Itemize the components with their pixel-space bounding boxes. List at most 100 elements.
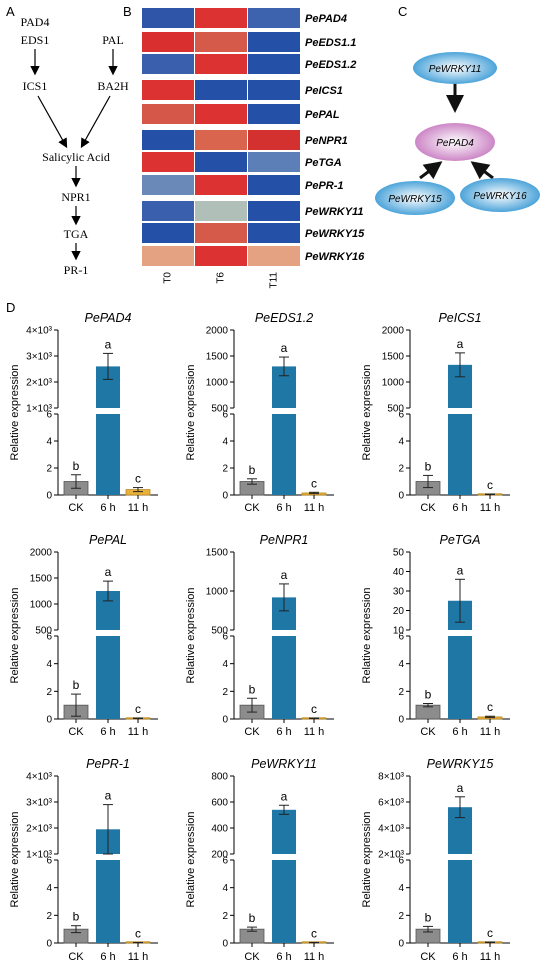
x-tick-label: CK xyxy=(68,726,84,738)
y-tick-label: 0 xyxy=(222,715,228,726)
x-tick-label: 11 h xyxy=(128,502,149,514)
heatmap-cell xyxy=(142,32,194,52)
y-tick-label: 2 xyxy=(398,687,404,698)
y-tick-label: 0 xyxy=(398,939,404,950)
y-tick-label: 2000 xyxy=(206,326,229,337)
y-tick-label: 2 xyxy=(222,687,228,698)
significance-letter: c xyxy=(311,476,317,490)
significance-letter: b xyxy=(249,682,256,696)
significance-letter: c xyxy=(135,926,141,940)
y-tick-label: 2 xyxy=(398,464,404,475)
y-tick-label: 20 xyxy=(393,606,405,617)
heatmap-row-label: PeTGA xyxy=(305,157,342,169)
y-tick-label: 1500 xyxy=(382,352,405,363)
y-tick-label: 50 xyxy=(393,548,405,559)
panel-letter-c: C xyxy=(398,4,407,19)
chart: PeWRKY1502462×10³4×10³6×10³8×10³Relative… xyxy=(361,757,510,963)
pathway-arrow-ba2h xyxy=(82,96,110,146)
x-tick-label: CK xyxy=(420,726,436,738)
pathway-pr1: PR-1 xyxy=(64,263,89,277)
y-tick-label: 0 xyxy=(46,939,52,950)
x-tick-label: 6 h xyxy=(452,502,467,514)
y-tick-label: 2000 xyxy=(382,326,405,337)
y-tick-label: 2 xyxy=(46,464,52,475)
chart: PeWRKY110246200400600800Relative express… xyxy=(185,757,334,963)
heatmap-cell xyxy=(195,104,247,124)
x-tick-label: 11 h xyxy=(304,502,325,514)
chart-title: PePR-1 xyxy=(86,757,130,771)
x-tick-label: CK xyxy=(244,502,260,514)
heatmap-cell xyxy=(248,175,300,195)
y-tick-label: 1000 xyxy=(382,378,405,389)
panel-letter-b: B xyxy=(123,4,132,19)
heatmap-row-label: PeNPR1 xyxy=(305,135,348,147)
heatmap-cell xyxy=(142,54,194,74)
significance-letter: a xyxy=(105,789,112,803)
y-tick-label: 500 xyxy=(35,626,52,637)
heatmap-cell xyxy=(248,80,300,100)
bar xyxy=(272,860,296,943)
heatmap-cell xyxy=(142,104,194,124)
y-axis-label: Relative expression xyxy=(361,812,373,908)
node-pad4-label: PePAD4 xyxy=(436,138,474,149)
x-tick-label: 11 h xyxy=(480,502,501,514)
y-tick-label: 1000 xyxy=(30,600,53,611)
significance-letter: a xyxy=(281,789,288,803)
x-tick-label: 11 h xyxy=(128,726,149,738)
heatmap-cell xyxy=(248,246,300,266)
y-tick-label: 1×10³ xyxy=(26,850,53,861)
heatmap-row-label: PePAD4 xyxy=(305,13,347,25)
heatmap-cell xyxy=(195,223,247,243)
pathway-diagram: PAD4 EDS1 PAL ICS1 BA2H Salicylic Acid N… xyxy=(21,15,129,277)
significance-letter: c xyxy=(135,472,141,486)
heatmap-cell xyxy=(248,104,300,124)
significance-letter: b xyxy=(73,459,80,473)
y-tick-label: 2 xyxy=(46,687,52,698)
network-arrow-left xyxy=(420,163,440,178)
significance-letter: a xyxy=(281,568,288,582)
heatmap-cell xyxy=(248,54,300,74)
chart-title: PeTGA xyxy=(440,533,481,547)
y-tick-label: 4 xyxy=(398,437,404,448)
heatmap-row-label: PeWRKY15 xyxy=(305,228,365,240)
heatmap-cell xyxy=(195,130,247,150)
y-tick-label: 4×10³ xyxy=(378,824,405,835)
significance-letter: b xyxy=(249,911,256,925)
heatmap-cell xyxy=(142,130,194,150)
significance-letter: b xyxy=(73,910,80,924)
y-tick-label: 2×10³ xyxy=(26,824,53,835)
y-tick-label: 2000 xyxy=(30,548,53,559)
chart-title: PeICS1 xyxy=(438,311,481,325)
heatmap-cell xyxy=(142,223,194,243)
heatmap-cell xyxy=(142,8,194,28)
heatmap-row-label: PeEDS1.1 xyxy=(305,37,356,49)
heatmap-row-label: PePAL xyxy=(305,109,340,121)
pathway-npr1: NPR1 xyxy=(61,190,90,204)
bar xyxy=(448,414,472,495)
x-tick-label: 6 h xyxy=(100,726,115,738)
x-tick-label: 11 h xyxy=(480,726,501,738)
chart-title: PeWRKY11 xyxy=(251,757,317,771)
x-tick-label: 6 h xyxy=(452,726,467,738)
heatmap-row-label: PeICS1 xyxy=(305,85,343,97)
x-tick-label: 6 h xyxy=(276,726,291,738)
y-axis-label: Relative expression xyxy=(9,588,21,684)
node-wrky11-label: PeWRKY11 xyxy=(429,64,482,75)
y-tick-label: 4 xyxy=(46,659,52,670)
heatmap-cell xyxy=(142,80,194,100)
significance-letter: b xyxy=(73,678,80,692)
y-tick-label: 4 xyxy=(46,437,52,448)
y-tick-label: 1500 xyxy=(30,574,53,585)
y-axis-label: Relative expression xyxy=(185,812,197,908)
y-tick-label: 0 xyxy=(222,939,228,950)
x-tick-label: 11 h xyxy=(304,951,325,963)
y-axis-label: Relative expression xyxy=(361,588,373,684)
y-tick-label: 30 xyxy=(393,587,405,598)
significance-letter: b xyxy=(425,688,432,702)
heatmap-row-label: PeWRKY11 xyxy=(305,206,363,218)
chart: PeTGA 0 2 4 610 20 30 40 50 Relative expression b C… xyxy=(361,533,510,738)
significance-letter: c xyxy=(311,926,317,940)
heatmap-col-label: T11 xyxy=(269,272,280,289)
